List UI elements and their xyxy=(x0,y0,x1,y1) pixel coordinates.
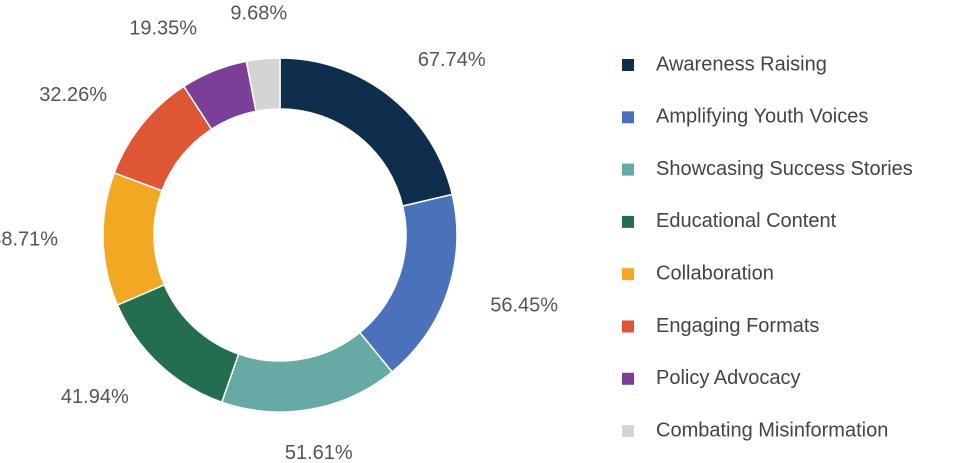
legend-swatch xyxy=(622,320,634,333)
legend-label: Awareness Raising xyxy=(656,53,827,75)
legend-swatch xyxy=(622,372,634,385)
legend-label: Showcasing Success Stories xyxy=(656,158,913,180)
legend-swatch xyxy=(622,425,634,438)
legend-swatch xyxy=(622,215,634,228)
legend-label: Educational Content xyxy=(656,210,837,232)
value-label: 41.94% xyxy=(61,386,129,408)
legend-label: Engaging Formats xyxy=(656,315,819,337)
legend-label: Collaboration xyxy=(656,262,774,284)
slice xyxy=(245,57,281,113)
value-label: 32.26% xyxy=(39,84,107,106)
slice xyxy=(102,171,166,306)
value-label: 9.68% xyxy=(230,2,287,24)
slice xyxy=(279,57,454,208)
slice xyxy=(358,193,458,374)
legend-swatch xyxy=(622,163,634,176)
legend-swatch xyxy=(622,268,634,281)
slice xyxy=(220,331,394,413)
value-label: 56.45% xyxy=(490,295,558,317)
legend-swatch xyxy=(622,111,634,124)
value-label: 51.61% xyxy=(285,442,353,463)
value-label: 19.35% xyxy=(129,17,197,39)
legend-label: Combating Misinformation xyxy=(656,419,888,441)
legend-label: Amplifying Youth Voices xyxy=(656,106,868,128)
value-label: 67.74% xyxy=(418,49,486,71)
value-label: 38.71% xyxy=(0,229,58,251)
legend-swatch xyxy=(622,59,634,71)
legend-label: Policy Advocacy xyxy=(656,367,801,389)
slice xyxy=(116,283,240,404)
